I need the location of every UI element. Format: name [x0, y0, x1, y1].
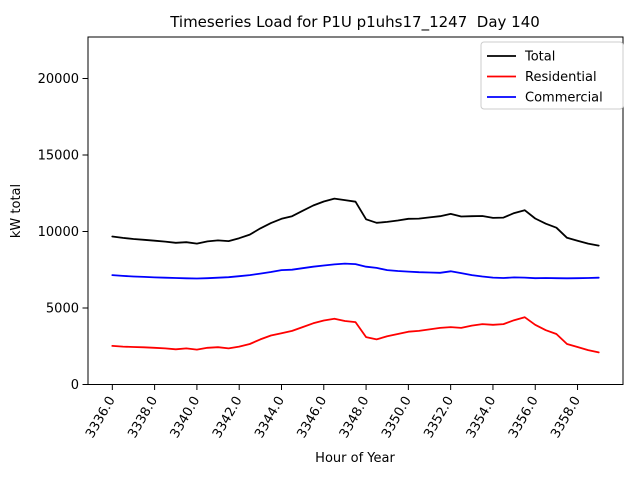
- legend: Total Residential Commercial: [480, 41, 624, 110]
- plot-border: [87, 36, 624, 385]
- x-tick-label: 3344.0: [252, 394, 288, 441]
- series-line-total: [111, 197, 600, 247]
- x-axis-label: Hour of Year: [315, 451, 395, 466]
- x-tick-label: 3346.0: [295, 394, 331, 441]
- x-tick-label: 3338.0: [125, 394, 161, 441]
- legend-label-commercial: Commercial: [525, 91, 603, 106]
- y-tick-label: 15000: [38, 148, 79, 163]
- x-tick-label: 3348.0: [337, 394, 373, 441]
- plot-lines: [111, 197, 600, 354]
- series-line-residential: [111, 316, 600, 354]
- x-tick-label: 3340.0: [168, 394, 204, 441]
- y-tick-label: 10000: [38, 225, 79, 240]
- chart-title: Timeseries Load for P1U p1uhs17_1247 Day…: [169, 13, 540, 32]
- legend-label-residential: Residential: [525, 70, 597, 85]
- x-tick-label: 3356.0: [506, 394, 542, 441]
- x-tick-label: 3336.0: [83, 394, 119, 441]
- x-tick-label: 3352.0: [421, 394, 457, 441]
- x-tick-label: 3342.0: [210, 394, 246, 441]
- legend-frame: [480, 41, 624, 110]
- y-axis-ticks: 0 5000 10000 15000 20000: [38, 72, 88, 393]
- y-tick-label: 0: [71, 378, 79, 393]
- x-tick-label: 3358.0: [548, 394, 584, 441]
- y-axis-label: kW total: [9, 184, 24, 238]
- x-tick-label: 3354.0: [464, 394, 500, 441]
- legend-label-total: Total: [524, 50, 555, 65]
- y-tick-label: 20000: [38, 72, 79, 87]
- x-tick-label: 3350.0: [379, 394, 415, 441]
- x-axis-ticks: 3336.0 3338.0 3340.0 3342.0 3344.0 3346.0 3348…: [83, 384, 584, 441]
- series-line-commercial: [111, 262, 600, 280]
- y-tick-label: 5000: [46, 301, 79, 316]
